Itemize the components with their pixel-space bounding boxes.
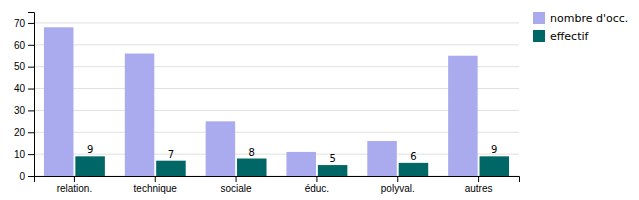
y-tick-mark [28, 89, 34, 90]
y-tick-label: 60 [14, 40, 26, 51]
x-tick: relation. [57, 176, 93, 194]
grid-line [34, 88, 519, 89]
data-label: 7 [168, 149, 174, 160]
grid-line [34, 132, 519, 133]
legend-swatch [533, 30, 545, 42]
y-tick: 10 [14, 149, 34, 160]
bar [75, 156, 105, 176]
y-tick-label: 30 [14, 105, 26, 116]
x-tick: éduc. [305, 176, 329, 194]
data-label: 6 [410, 151, 416, 162]
y-tick: 60 [14, 40, 34, 51]
legend: nombre d'occ. effectif [533, 12, 628, 43]
bar [156, 161, 186, 176]
bar [237, 159, 267, 176]
chart: 9 7 8 5 6 9 0 10 20 30 40 50 60 70 relation. technique s… [0, 0, 639, 200]
bar-series [75, 156, 509, 176]
bar [367, 141, 397, 176]
x-tick: polyval. [381, 176, 415, 194]
grid-line [34, 154, 519, 155]
legend-item: nombre d'occ. [533, 12, 628, 25]
y-tick-label: 0 [19, 171, 25, 182]
y-tick: 30 [14, 105, 34, 116]
y-tick-mark [28, 110, 34, 111]
y-tick-mark [28, 132, 34, 133]
data-label: 9 [87, 144, 93, 155]
y-tick-label: 10 [14, 149, 26, 160]
data-label: 8 [249, 147, 255, 158]
y-tick-mark [28, 23, 34, 24]
y-tick-label: 70 [14, 18, 26, 29]
bars [44, 27, 509, 176]
x-tick-label: relation. [57, 183, 93, 194]
x-tick: technique [134, 176, 178, 194]
x-tick-label: autres [465, 183, 493, 194]
grid [34, 23, 519, 176]
bar [286, 152, 316, 176]
x-tick-mark [236, 176, 237, 182]
y-tick-mark [28, 154, 34, 155]
y-tick-mark [28, 67, 34, 68]
bar [480, 156, 510, 176]
data-label: 5 [329, 153, 335, 164]
bar [125, 54, 155, 176]
x-tick-label: polyval. [381, 183, 415, 194]
legend-label: nombre d'occ. [550, 12, 628, 25]
x-tick-mark [74, 176, 75, 182]
y-tick-label: 20 [14, 127, 26, 138]
grid-line [34, 44, 519, 45]
y-axis: 0 10 20 30 40 50 60 70 [14, 13, 35, 182]
legend-item: effectif [533, 30, 590, 43]
x-tick: sociale [221, 176, 253, 194]
x-tick-label: sociale [221, 183, 253, 194]
grid-line [34, 110, 519, 111]
y-tick: 40 [14, 83, 34, 94]
bar-series [44, 27, 478, 176]
bar [318, 165, 348, 176]
x-tick-mark [316, 176, 317, 182]
x-tick-label: éduc. [305, 183, 329, 194]
bar [44, 27, 74, 176]
y-tick-label: 50 [14, 61, 26, 72]
x-tick-mark [397, 176, 398, 182]
bar [399, 163, 429, 176]
x-tick-label: technique [134, 183, 178, 194]
grid-line [34, 22, 519, 23]
x-axis: relation. technique sociale éduc. polyval. au… [35, 176, 520, 194]
grid-line [34, 66, 519, 67]
plot: 9 7 8 5 6 9 0 10 20 30 40 50 60 70 relation. technique s… [14, 13, 520, 195]
y-tick: 50 [14, 61, 34, 72]
y-tick-mark [28, 176, 34, 177]
legend-swatch [533, 12, 545, 24]
bar [448, 56, 478, 176]
y-axis-line [28, 13, 35, 177]
y-tick: 0 [19, 171, 34, 182]
data-labels: 9 7 8 5 6 9 [87, 144, 498, 164]
data-label: 9 [491, 144, 497, 155]
x-axis-line [35, 177, 520, 183]
x-tick: autres [465, 176, 493, 194]
legend-label: effectif [550, 30, 590, 43]
x-tick-mark [478, 176, 479, 182]
y-tick: 20 [14, 127, 34, 138]
y-tick: 70 [14, 18, 34, 29]
y-tick-mark [28, 45, 34, 46]
bar [206, 121, 236, 176]
x-tick-mark [155, 176, 156, 182]
y-tick-label: 40 [14, 83, 26, 94]
